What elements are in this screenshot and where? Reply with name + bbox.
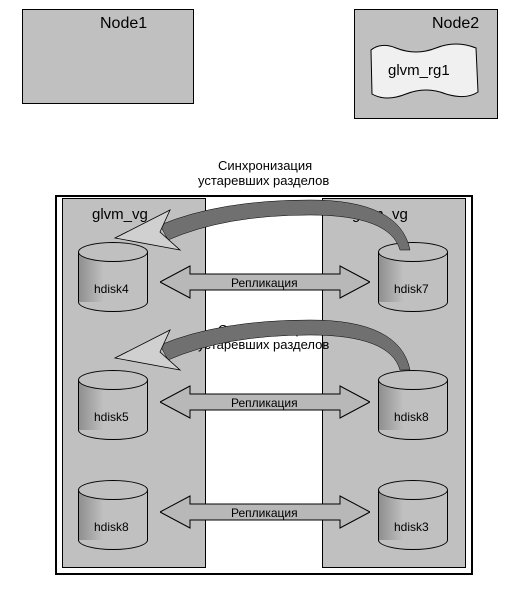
repl-label-0: Репликация	[231, 276, 298, 290]
sync-label-1-line1: Синхронизация	[218, 158, 312, 173]
disk-right-1-label: hdisk8	[394, 410, 429, 424]
disk-left-2-label: hdisk8	[94, 520, 129, 534]
sync-label-1-line2: устаревших разделов	[198, 173, 329, 188]
vg-left-label: glvm_vg	[92, 206, 148, 223]
repl-label-2: Репликация	[231, 506, 298, 520]
disk-left-0-label: hdisk4	[94, 282, 129, 296]
disk-right-0-label: hdisk7	[394, 282, 429, 296]
disk-right-2-label: hdisk3	[394, 520, 429, 534]
repl-label-1: Репликация	[231, 396, 298, 410]
node2-label: Node2	[432, 15, 479, 33]
sync-label-2-line1: Синхронизация	[218, 322, 312, 337]
node1-label: Node1	[100, 15, 147, 33]
rg-label: glvm_rg1	[388, 62, 450, 79]
disk-left-1-label: hdisk5	[94, 410, 129, 424]
vg-right-label: glvm_vg	[352, 206, 408, 223]
sync-label-2-line2: устаревших разделов	[198, 337, 329, 352]
